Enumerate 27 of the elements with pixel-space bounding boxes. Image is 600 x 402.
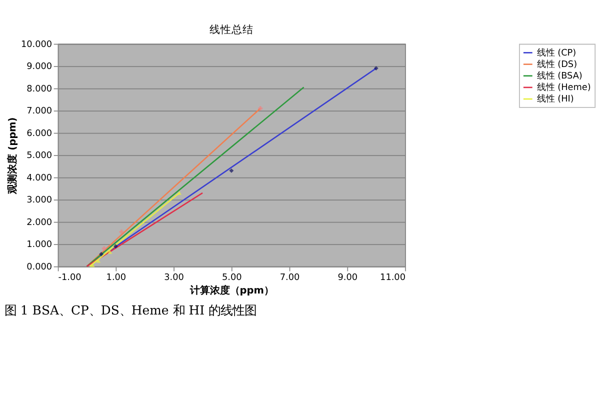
y-tick-label: 2.000 xyxy=(26,218,52,228)
x-tick-label: 9.00 xyxy=(338,273,358,284)
y-tick-label: 1.000 xyxy=(26,240,52,250)
y-tick-label: 9.000 xyxy=(26,62,52,72)
legend-label: 线性 (DS) xyxy=(536,58,578,70)
y-tick-label: 8.000 xyxy=(26,84,52,94)
x-tick-label: -1.00 xyxy=(58,273,82,284)
legend-label: 线性 (HI) xyxy=(536,94,574,105)
chart-title: 线性总结 xyxy=(209,23,254,36)
y-tick-label: 3.000 xyxy=(26,196,52,206)
caption: 图 1 BSA、CP、DS、Heme 和 HI 的线性图 xyxy=(4,302,256,318)
legend-label: 线性 (BSA) xyxy=(536,70,582,82)
legend-label: 线性 (Heme) xyxy=(536,82,591,94)
y-tick-label: 5.000 xyxy=(26,151,52,162)
legend-label: 线性 (CP) xyxy=(536,47,576,58)
x-tick-label: 7.00 xyxy=(280,273,300,284)
x-tick-label: 1.00 xyxy=(106,273,126,284)
y-tick-label: 6.000 xyxy=(26,128,52,139)
y-tick-label: 4.000 xyxy=(26,173,52,184)
x-tick-label: 5.00 xyxy=(222,273,242,284)
y-axis-title: 观测浓度 (ppm) xyxy=(6,117,19,195)
x-axis-title: 计算浓度（ppm） xyxy=(188,284,274,297)
x-tick-label: 11.00 xyxy=(380,273,406,284)
x-tick-label: 3.00 xyxy=(164,273,184,284)
y-tick-label: 10.000 xyxy=(20,40,52,50)
y-tick-label: 7.000 xyxy=(26,106,52,117)
y-tick-label: 0.000 xyxy=(26,262,52,272)
